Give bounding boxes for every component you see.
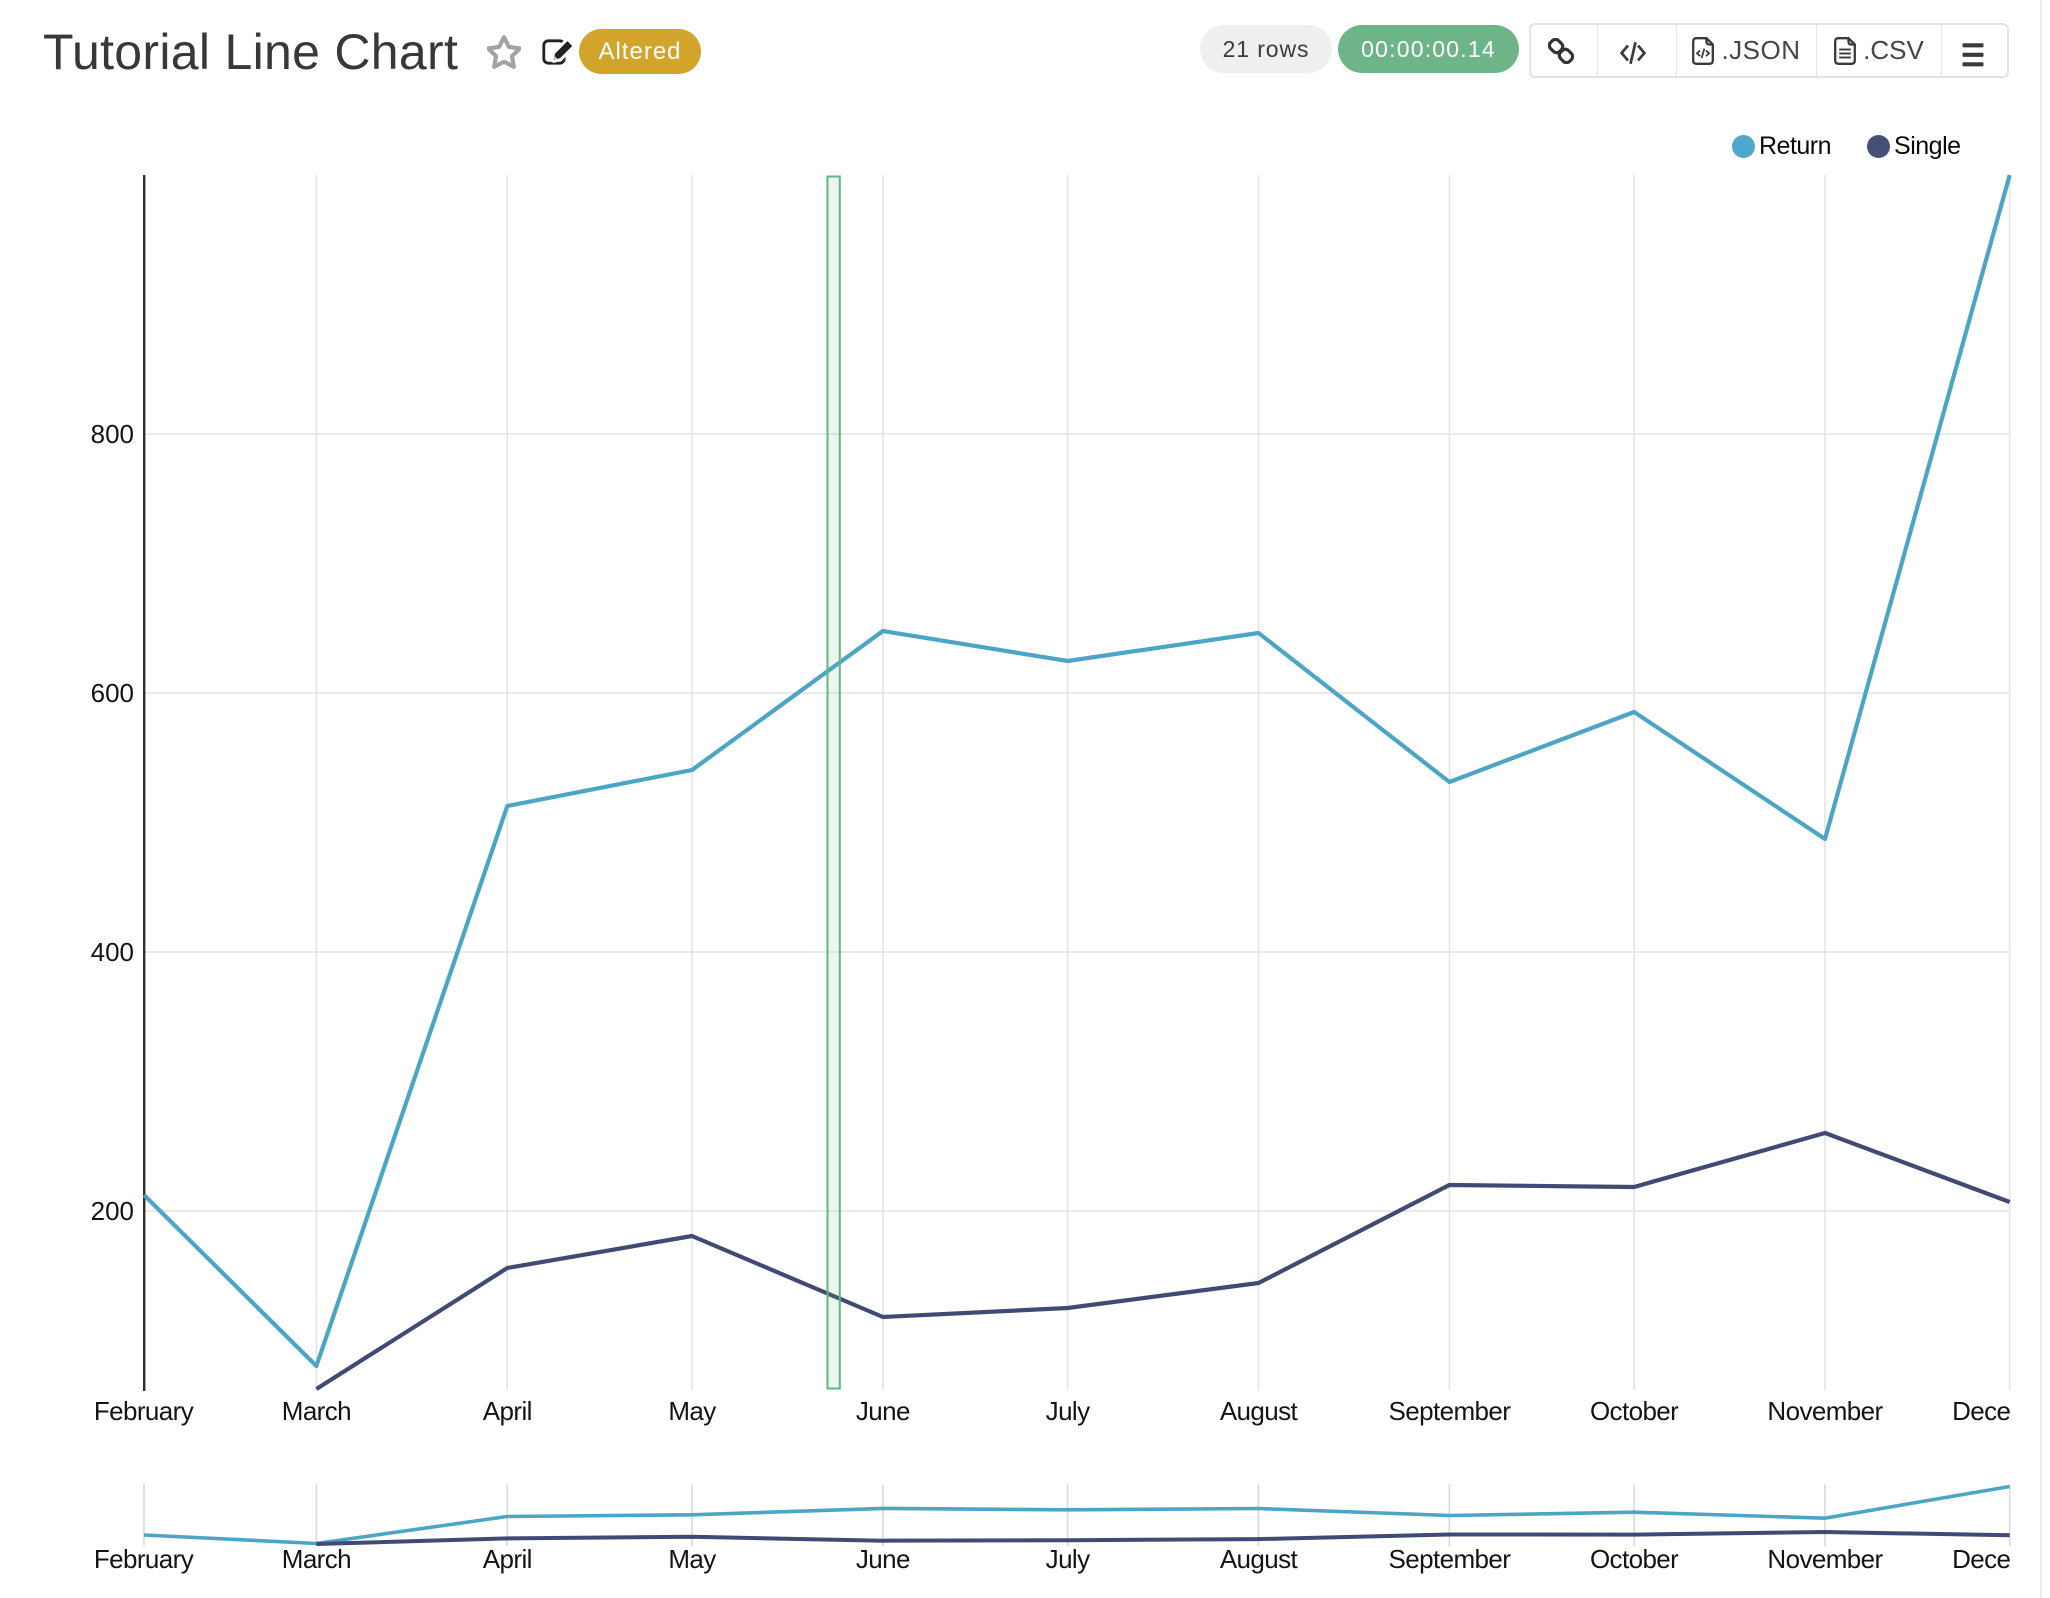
svg-text:July: July bbox=[1046, 1544, 1090, 1574]
svg-text:December: December bbox=[1952, 1544, 2050, 1574]
svg-text:June: June bbox=[856, 1544, 910, 1574]
svg-text:April: April bbox=[483, 1396, 532, 1426]
svg-text:September: September bbox=[1389, 1396, 1512, 1426]
svg-text:August: August bbox=[1220, 1396, 1299, 1426]
svg-text:April: April bbox=[483, 1544, 532, 1574]
svg-text:600: 600 bbox=[91, 678, 134, 708]
svg-text:400: 400 bbox=[91, 937, 134, 967]
svg-text:November: November bbox=[1767, 1544, 1883, 1574]
svg-text:August: August bbox=[1220, 1544, 1299, 1574]
svg-text:July: July bbox=[1046, 1396, 1090, 1426]
svg-text:800: 800 bbox=[91, 419, 134, 449]
svg-text:200: 200 bbox=[91, 1196, 134, 1226]
svg-text:March: March bbox=[282, 1396, 351, 1426]
svg-text:October: October bbox=[1590, 1396, 1679, 1426]
svg-text:October: October bbox=[1590, 1544, 1679, 1574]
svg-text:November: November bbox=[1767, 1396, 1883, 1426]
svg-text:February: February bbox=[94, 1544, 194, 1574]
svg-text:February: February bbox=[94, 1396, 194, 1426]
svg-text:June: June bbox=[856, 1396, 910, 1426]
svg-text:December: December bbox=[1952, 1396, 2050, 1426]
svg-text:March: March bbox=[282, 1544, 351, 1574]
svg-text:September: September bbox=[1389, 1544, 1512, 1574]
svg-text:May: May bbox=[668, 1544, 716, 1574]
svg-text:May: May bbox=[668, 1396, 716, 1426]
